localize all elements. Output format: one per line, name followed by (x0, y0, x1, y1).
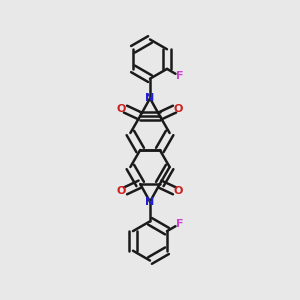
Text: F: F (176, 71, 184, 81)
Text: O: O (117, 104, 126, 114)
Text: O: O (174, 186, 183, 196)
Text: N: N (146, 197, 154, 207)
Text: O: O (174, 104, 183, 114)
Text: N: N (146, 93, 154, 103)
Text: O: O (117, 186, 126, 196)
Text: F: F (176, 219, 184, 229)
